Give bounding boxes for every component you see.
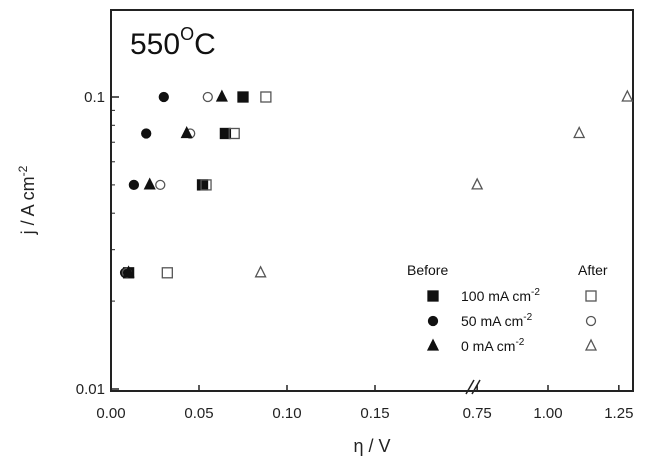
- x-tick-label: 1.25: [604, 405, 633, 422]
- x-tick-label: 1.00: [533, 405, 562, 422]
- axis-ticks: 0.00 0.05 0.10 0.15 0.75 1.00 1.25 0.01 0.1: [76, 89, 634, 422]
- data-point: [196, 179, 209, 191]
- data-point: [180, 126, 193, 139]
- data-point: [219, 127, 232, 140]
- x-tick-label: 0.75: [463, 405, 492, 422]
- data-point: [158, 91, 169, 103]
- axis-break-mark: [465, 379, 475, 395]
- temperature-label: 550OC: [130, 24, 216, 61]
- x-axis-label: η / V: [353, 436, 390, 456]
- legend-marker-before: [427, 315, 439, 327]
- legend-label: 50 mA cm-2: [461, 312, 533, 329]
- data-point: [228, 127, 240, 140]
- legend-marker-after: [585, 290, 597, 302]
- data-point: [202, 91, 213, 103]
- data-point: [161, 267, 173, 279]
- data-point: [215, 89, 228, 102]
- legend-marker-before: [426, 338, 440, 351]
- x-tick-label: 0.15: [360, 405, 389, 422]
- data-point: [254, 265, 267, 278]
- x-tick-label: 0.05: [184, 405, 213, 422]
- y-tick-label: 0.01: [76, 381, 105, 398]
- legend-marker-after: [585, 315, 597, 327]
- axis-break-mark: [471, 379, 481, 395]
- legend-header-after: After: [578, 262, 608, 278]
- y-tick-label: 0.1: [84, 89, 105, 106]
- data-point: [128, 179, 140, 191]
- data-point: [237, 91, 249, 103]
- legend-header-before: Before: [407, 262, 448, 278]
- data-point: [122, 265, 135, 278]
- data-point: [573, 126, 586, 139]
- plot-frame: [110, 9, 634, 392]
- x-tick-label: 0.10: [272, 405, 301, 422]
- data-point: [141, 128, 152, 139]
- legend: Before After 100 mA cm-2 50 mA cm-2 0 mA c…: [407, 262, 608, 354]
- data-point: [155, 179, 166, 191]
- legend-label: 0 mA cm-2: [461, 337, 525, 354]
- y-axis-label: j / A cm-2: [16, 165, 38, 235]
- data-point: [143, 177, 156, 190]
- legend-marker-before: [427, 290, 439, 302]
- x-tick-label: 0.00: [96, 405, 125, 422]
- data-point: [621, 89, 634, 102]
- data-point: [471, 177, 484, 190]
- data-point: [260, 91, 272, 103]
- data-points: [119, 89, 634, 279]
- legend-marker-after: [584, 338, 598, 351]
- legend-label: 100 mA cm-2: [461, 287, 540, 304]
- data-point: [200, 179, 212, 191]
